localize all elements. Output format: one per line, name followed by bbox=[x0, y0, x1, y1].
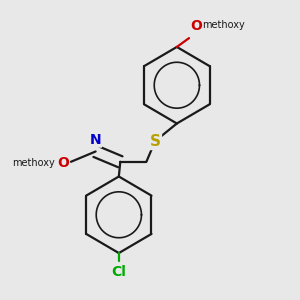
Text: O: O bbox=[190, 19, 202, 33]
Text: methoxy: methoxy bbox=[12, 158, 55, 168]
Text: N: N bbox=[90, 133, 101, 147]
Text: S: S bbox=[150, 134, 160, 149]
Text: methoxy: methoxy bbox=[202, 20, 245, 30]
Text: O: O bbox=[57, 156, 69, 170]
Text: Cl: Cl bbox=[111, 265, 126, 279]
